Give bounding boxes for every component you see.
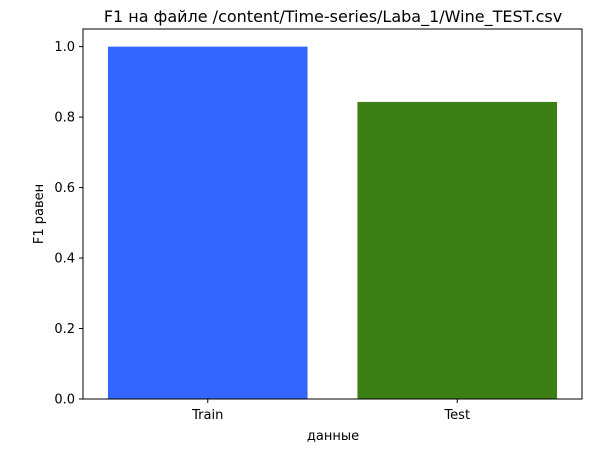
y-axis-label: F1 равен	[32, 184, 47, 244]
y-tick-label: 0.0	[54, 393, 75, 408]
plot-area: Train Test 0.0 0.2 0.4 0.6 0.8 1.0	[54, 28, 583, 423]
bar-train	[107, 46, 308, 400]
x-tick-label: Test	[443, 408, 470, 423]
y-tick-label: 0.2	[54, 322, 75, 337]
y-tick-label: 0.4	[54, 252, 75, 267]
x-axis-label: данные	[307, 429, 359, 444]
y-tick-label: 1.0	[54, 40, 75, 55]
x-tick-label: Train	[191, 408, 223, 423]
bar-test	[357, 101, 558, 399]
axes-frame	[82, 28, 583, 400]
y-tick-label: 0.8	[54, 111, 75, 126]
y-tick-label: 0.6	[54, 181, 75, 196]
chart-title: F1 на файле /content/Time-series/Laba_1/…	[104, 7, 562, 27]
